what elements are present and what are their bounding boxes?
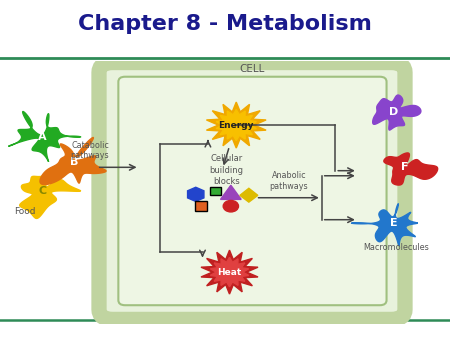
- Text: Cellular
building
blocks: Cellular building blocks: [209, 154, 243, 186]
- Polygon shape: [9, 112, 81, 162]
- Text: Food: Food: [14, 207, 36, 216]
- Text: C: C: [39, 186, 47, 196]
- Polygon shape: [384, 153, 438, 185]
- Text: Anabolic
pathways: Anabolic pathways: [270, 171, 308, 191]
- Polygon shape: [20, 176, 81, 218]
- FancyBboxPatch shape: [210, 187, 221, 195]
- Polygon shape: [351, 204, 418, 246]
- Text: CELL: CELL: [239, 64, 265, 74]
- Text: A: A: [38, 132, 47, 142]
- Polygon shape: [207, 102, 266, 148]
- Text: Macromolecules: Macromolecules: [363, 243, 429, 252]
- Polygon shape: [210, 257, 249, 287]
- Polygon shape: [240, 188, 258, 202]
- Polygon shape: [40, 138, 106, 185]
- Text: B: B: [70, 157, 78, 167]
- Text: E: E: [390, 218, 397, 228]
- FancyBboxPatch shape: [195, 201, 207, 211]
- Polygon shape: [220, 185, 241, 199]
- FancyBboxPatch shape: [99, 63, 405, 319]
- Text: Energy: Energy: [219, 121, 254, 129]
- Polygon shape: [216, 110, 256, 141]
- Polygon shape: [373, 95, 421, 130]
- Polygon shape: [188, 187, 204, 201]
- Text: Chapter 8 - Metabolism: Chapter 8 - Metabolism: [78, 14, 372, 34]
- Text: D: D: [389, 106, 398, 117]
- Text: Heat: Heat: [217, 268, 242, 276]
- Text: F: F: [401, 162, 409, 172]
- FancyBboxPatch shape: [118, 77, 387, 305]
- Circle shape: [223, 200, 238, 212]
- Polygon shape: [201, 250, 258, 294]
- Text: Catabolic
pathways: Catabolic pathways: [71, 141, 109, 160]
